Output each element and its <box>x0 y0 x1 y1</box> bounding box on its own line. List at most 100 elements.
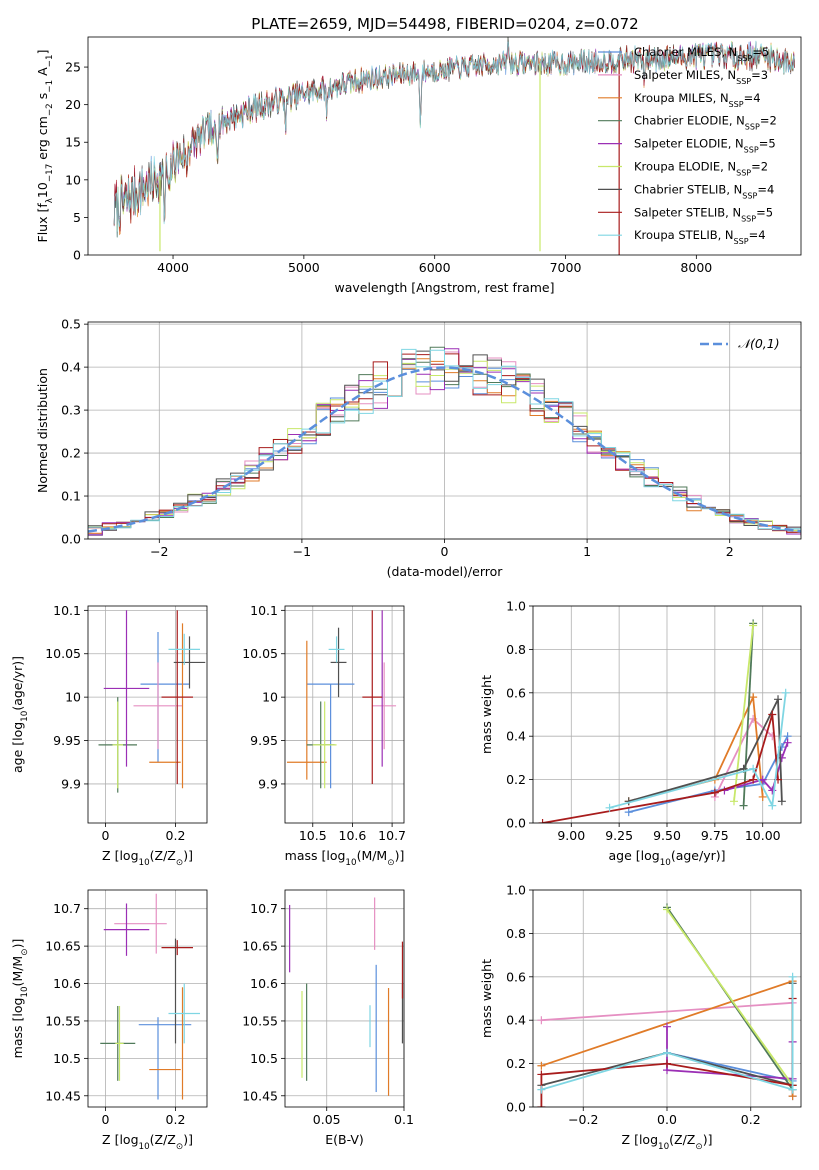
grid-lines <box>285 890 405 1107</box>
y-tick-label: 10.7 <box>53 901 81 916</box>
age-vs-Z-panel: 0 0.2 9.9 9.95 10 10.05 10.1 Z [log10(Z/Z⊙)] age… <box>10 603 208 868</box>
series-point-kroupa_miles <box>537 1061 546 1070</box>
series-point-chabrier_elodie <box>739 801 748 810</box>
x-tick-label: 9.00 <box>557 828 585 843</box>
y-tick-label: 10.7 <box>250 901 278 916</box>
x-tick-label: 10.00 <box>745 828 781 843</box>
histogram-kroupa_stelib <box>88 348 801 537</box>
y-tick-label: 10.65 <box>45 939 81 954</box>
series-point-chabrier_stelib <box>777 797 786 806</box>
axes-frame <box>87 321 802 540</box>
y-tick-label: 0 <box>73 248 81 263</box>
y-tick-label: 0.3 <box>61 403 81 418</box>
grid-lines <box>88 890 207 1107</box>
y-tick-label: 10.45 <box>45 1088 81 1103</box>
x-tick-label: 5000 <box>288 260 320 275</box>
plot-area <box>100 893 200 1100</box>
legend-label-kroupa_miles: Kroupa MILES, NSSP=4 <box>634 91 761 109</box>
series-point-kroupa_elodie <box>749 621 758 630</box>
y-tick-label: 25 <box>65 60 81 75</box>
grid-lines <box>285 606 404 823</box>
spectrum-panel: 4000 5000 6000 7000 8000 0 5 10 15 20 25 wavelength… <box>35 36 802 295</box>
plot-area <box>538 619 792 823</box>
mass-vs-ebv-panel: 0.05 0.1 10.45 10.5 10.55 10.6 10.65 10.7 E(B-V) <box>242 889 414 1147</box>
y-tick-label: 9.9 <box>61 776 81 791</box>
series-point-salpeter_elodie <box>758 775 767 784</box>
series-point-kroupa_stelib <box>781 688 790 697</box>
series-point-kroupa_stelib <box>605 803 614 812</box>
x-tick-label: 0.05 <box>313 1112 341 1127</box>
y-tick-label: 0.4 <box>506 729 526 744</box>
y-tick-label: 10.5 <box>53 1051 81 1066</box>
series-line-kroupa_stelib <box>609 692 787 809</box>
legend-label-chabrier_stelib: Chabrier STELIB, NSSP=4 <box>634 182 774 200</box>
x-tick-label: −1 <box>293 544 311 559</box>
residuals-panel: −2 −1 0 1 2 0.0 0.1 0.2 0.3 0.4 0.5 (data-model)/er… <box>35 317 802 579</box>
series-point-kroupa_stelib <box>788 1085 797 1094</box>
x-tick-label: 7000 <box>550 260 582 275</box>
x-axis-label: age [log10(age/yr)] <box>608 848 725 868</box>
y-tick-label: 10.5 <box>250 1051 278 1066</box>
y-tick-label: 9.9 <box>258 776 278 791</box>
x-tick-label: 10.6 <box>339 828 367 843</box>
y-axis-label: mass [log10(M/M⊙)] <box>10 939 30 1059</box>
legend-label-kroupa_stelib: Kroupa STELIB, NSSP=4 <box>634 228 766 246</box>
y-tick-label: 1.0 <box>506 599 526 614</box>
y-tick-label: 5 <box>73 210 81 225</box>
axes-frame <box>532 605 802 824</box>
y-tick-label: 0.0 <box>61 532 81 547</box>
x-tick-label: 0 <box>441 544 449 559</box>
x-tick-label: 9.25 <box>605 828 633 843</box>
series-point-kroupa_miles <box>749 693 758 702</box>
series-point-salpeter_elodie <box>783 738 792 747</box>
y-tick-label: 0.4 <box>61 360 81 375</box>
series-line-chabrier_elodie <box>742 623 754 806</box>
series-point-salpeter_miles <box>537 1016 546 1025</box>
series-point-salpeter_stelib <box>749 775 758 784</box>
series-point-kroupa_elodie <box>730 797 738 806</box>
series-line-kroupa_elodie <box>733 625 754 802</box>
x-axis-label: mass [log10(M/M⊙)] <box>285 848 405 868</box>
y-tick-label: 0.8 <box>506 642 526 657</box>
x-tick-label: 6000 <box>419 260 451 275</box>
y-tick-label: 0.0 <box>506 1100 526 1115</box>
y-axis-label: age [log10(age/yr)] <box>10 656 30 773</box>
y-tick-label: 10.05 <box>45 646 81 661</box>
x-tick-label: 9.50 <box>653 828 681 843</box>
axes-frame <box>87 36 802 256</box>
series-point-kroupa_stelib <box>768 801 777 810</box>
x-tick-label: 0 <box>102 828 110 843</box>
grid-lines <box>533 605 801 824</box>
axes-frame <box>87 889 208 1108</box>
y-tick-label: 10.6 <box>53 976 81 991</box>
series-line-salpeter_miles <box>541 1001 793 1022</box>
y-tick-label: 1.0 <box>506 883 526 898</box>
x-axis-label: wavelength [Angstrom, rest frame] <box>334 280 554 295</box>
x-tick-label: 10.5 <box>299 828 327 843</box>
x-axis-label: Z [log10(Z/Z⊙)] <box>622 1132 713 1152</box>
x-tick-label: 0.0 <box>657 1112 677 1127</box>
y-tick-label: 10.6 <box>250 976 278 991</box>
y-tick-label: 10.1 <box>250 603 278 618</box>
plot-area <box>88 346 801 537</box>
series-point-kroupa_stelib <box>788 972 797 981</box>
series-line-chabrier_stelib <box>628 698 783 803</box>
x-axis-label: Z [log10(Z/Z⊙)] <box>102 1132 193 1152</box>
series-point-salpeter_elodie <box>663 1022 671 1031</box>
y-axis-label: Normed distribution <box>35 368 50 493</box>
x-tick-label: 10.7 <box>378 828 406 843</box>
x-axis-label: Z [log10(Z/Z⊙)] <box>102 848 193 868</box>
histogram-chabrier_stelib <box>88 350 801 533</box>
axes-frame <box>284 889 405 1108</box>
legend-label-normal: 𝒩(0,1) <box>738 336 780 351</box>
y-tick-label: 10.1 <box>53 603 81 618</box>
series-point-kroupa_stelib <box>749 764 758 773</box>
y-tick-label: 0.2 <box>506 1056 526 1071</box>
x-tick-label: 0.2 <box>741 1112 761 1127</box>
y-tick-label: 15 <box>65 135 81 150</box>
legend-label-kroupa_elodie: Kroupa ELODIE, NSSP=2 <box>634 160 768 178</box>
x-tick-label: 0 <box>102 1112 110 1127</box>
x-axis-label: (data-model)/error <box>387 564 504 579</box>
x-tick-label: 0.2 <box>166 828 186 843</box>
